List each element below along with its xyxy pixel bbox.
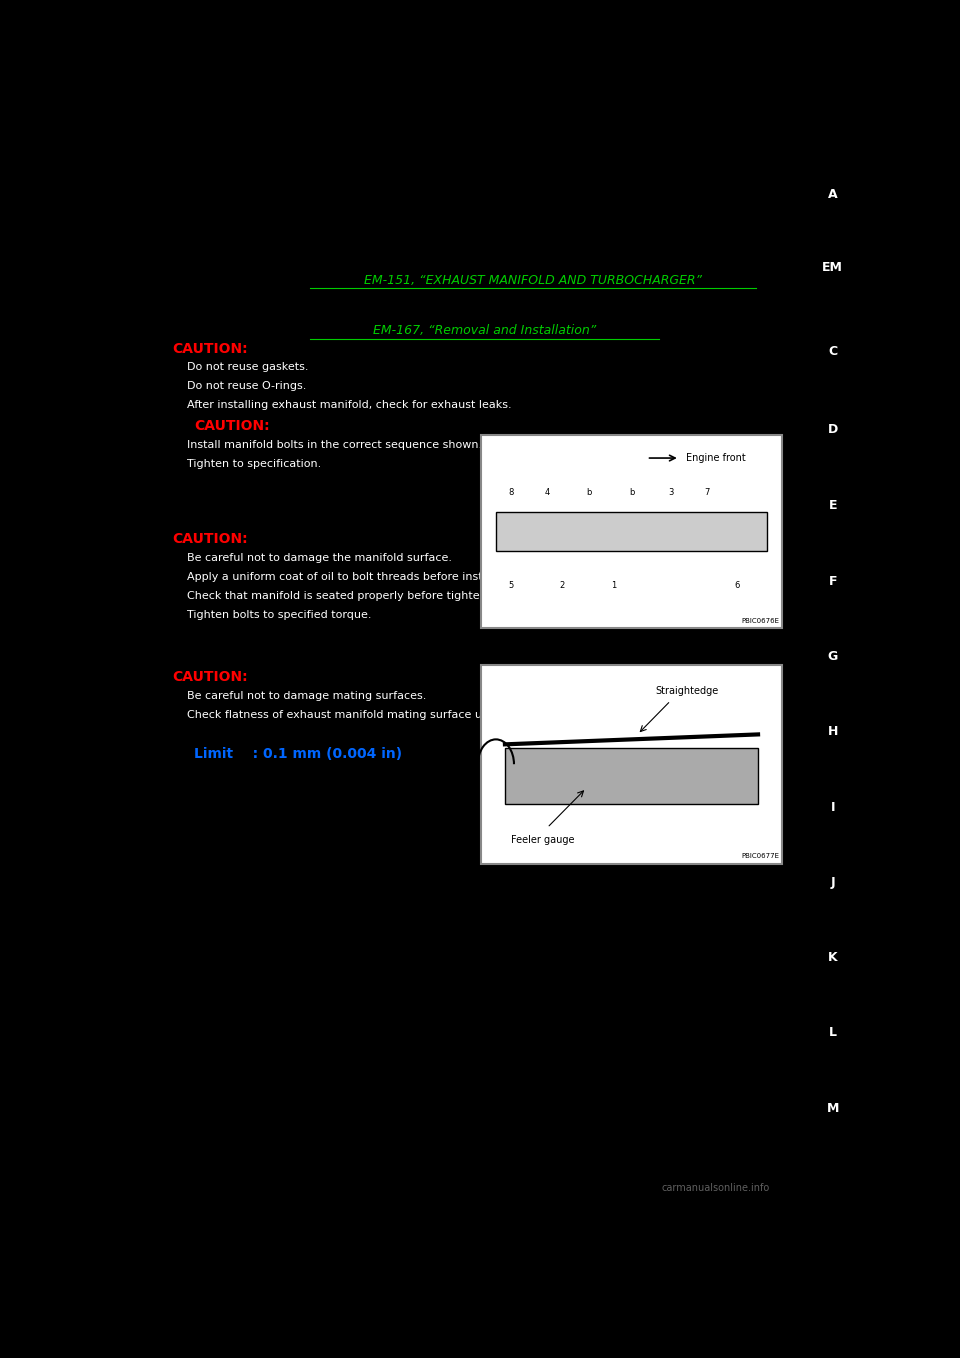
Text: D: D [828, 424, 838, 436]
Text: A: A [828, 187, 837, 201]
Text: Check flatness of exhaust manifold mating surface using straightedge and feeler : Check flatness of exhaust manifold matin… [187, 710, 683, 720]
Text: CAUTION:: CAUTION: [172, 671, 248, 684]
Text: After installing exhaust manifold, check for exhaust leaks.: After installing exhaust manifold, check… [187, 399, 512, 410]
Text: Tighten to specification.: Tighten to specification. [187, 459, 322, 469]
Text: H: H [828, 725, 838, 739]
Text: 6: 6 [734, 581, 739, 591]
Text: M: M [827, 1101, 839, 1115]
Text: Tighten bolts to specified torque.: Tighten bolts to specified torque. [187, 610, 372, 619]
Text: Do not reuse O-rings.: Do not reuse O-rings. [187, 380, 306, 391]
Text: EM-151, “EXHAUST MANIFOLD AND TURBOCHARGER”: EM-151, “EXHAUST MANIFOLD AND TURBOCHARG… [364, 273, 702, 287]
Text: Engine front: Engine front [685, 454, 746, 463]
Text: CAUTION:: CAUTION: [194, 420, 270, 433]
Text: b: b [587, 489, 592, 497]
Text: CAUTION:: CAUTION: [172, 342, 248, 356]
Text: I: I [830, 801, 835, 813]
Bar [481, 435, 782, 629]
Text: 5: 5 [509, 581, 514, 591]
Text: J: J [830, 876, 835, 889]
Text: EM-167, “Removal and Installation”: EM-167, “Removal and Installation” [372, 323, 596, 337]
Text: CAUTION:: CAUTION: [172, 532, 248, 546]
Text: 3: 3 [668, 489, 673, 497]
Text: 2: 2 [560, 581, 564, 591]
Bar [505, 748, 758, 804]
Text: carmanualsonline.info: carmanualsonline.info [661, 1183, 769, 1192]
Text: Be careful not to damage mating surfaces.: Be careful not to damage mating surfaces… [187, 691, 426, 701]
Bar [481, 665, 782, 864]
Text: Do not reuse gaskets.: Do not reuse gaskets. [187, 361, 308, 372]
Text: 4: 4 [544, 489, 550, 497]
Text: E: E [828, 500, 837, 512]
Text: 7: 7 [704, 489, 709, 497]
Text: PBIC0677E: PBIC0677E [741, 853, 780, 860]
Text: Limit    : 0.1 mm (0.004 in): Limit : 0.1 mm (0.004 in) [194, 747, 402, 760]
Text: Install manifold bolts in the correct sequence shown.: Install manifold bolts in the correct se… [187, 440, 482, 451]
Bar [496, 512, 767, 551]
Text: 8: 8 [508, 489, 514, 497]
Text: 1: 1 [611, 581, 616, 591]
Text: K: K [828, 951, 837, 964]
Text: EM: EM [823, 261, 843, 274]
Text: PBIC0676E: PBIC0676E [741, 618, 780, 625]
Text: Be careful not to damage the manifold surface.: Be careful not to damage the manifold su… [187, 553, 452, 564]
Text: C: C [828, 345, 837, 357]
Text: L: L [828, 1027, 837, 1039]
Text: Feeler gauge: Feeler gauge [511, 835, 574, 845]
Text: F: F [828, 574, 837, 588]
Text: Straightedge: Straightedge [656, 686, 719, 695]
Text: G: G [828, 650, 838, 663]
Text: Check that manifold is seated properly before tightening bolts.: Check that manifold is seated properly b… [187, 591, 539, 600]
Text: Apply a uniform coat of oil to bolt threads before installation.: Apply a uniform coat of oil to bolt thre… [187, 572, 528, 583]
Text: b: b [629, 489, 635, 497]
